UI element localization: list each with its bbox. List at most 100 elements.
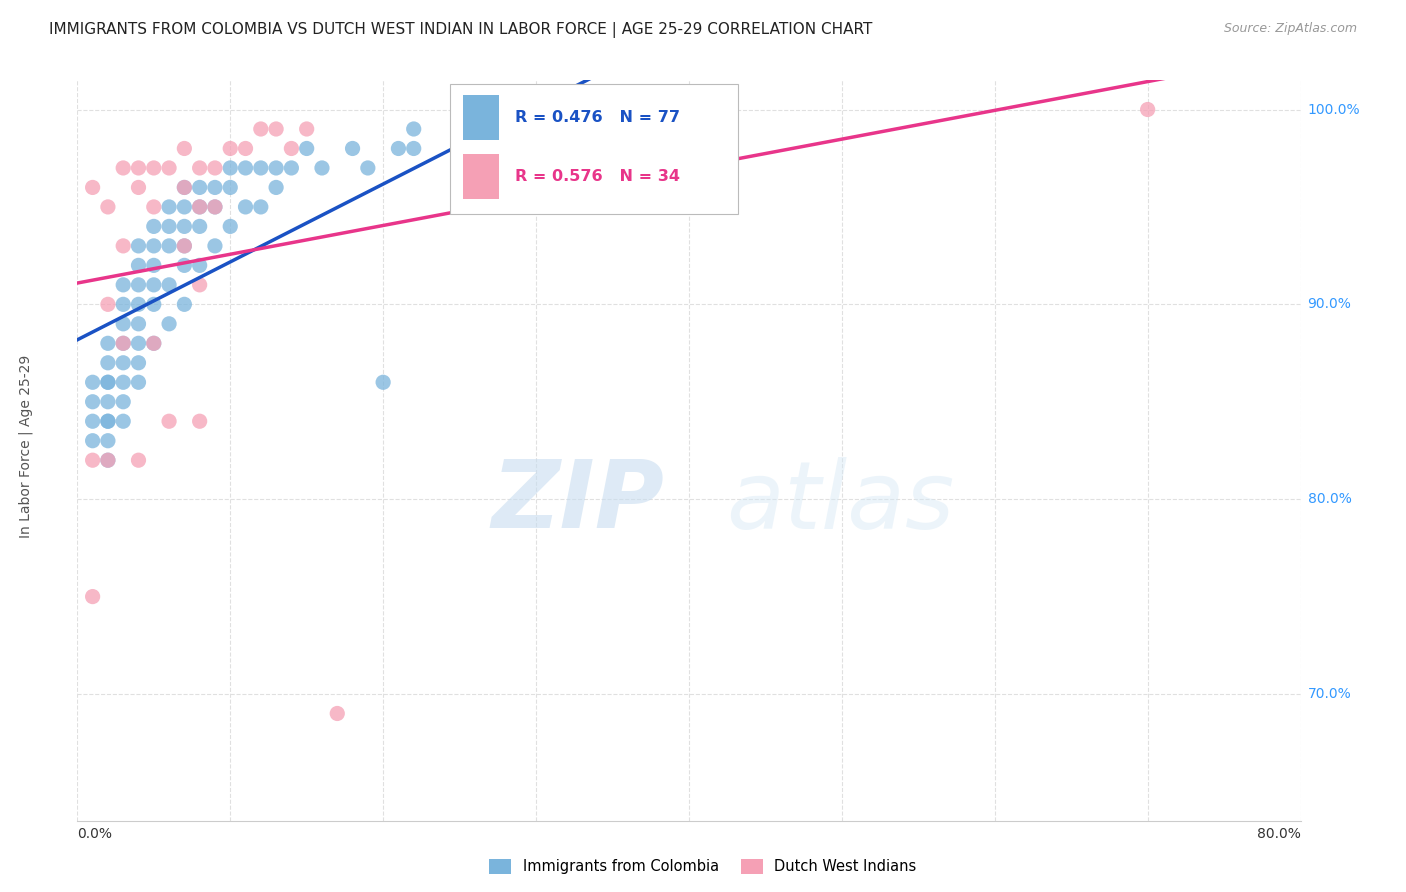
Text: 0.0%: 0.0% [77,827,112,841]
Point [127,376,149,390]
Point [250,161,273,175]
Point [112,161,135,175]
Point [127,258,149,272]
Point [82,590,104,604]
Point [112,277,135,292]
Point [188,277,211,292]
Point [157,161,180,175]
Point [112,376,135,390]
Text: ZIP: ZIP [492,457,665,549]
Point [250,122,273,136]
Point [357,161,380,175]
Point [219,161,242,175]
Point [127,297,149,311]
Point [571,122,593,136]
Point [204,200,226,214]
Point [142,336,165,351]
Point [142,258,165,272]
Point [387,141,409,155]
Point [235,141,257,155]
Point [127,239,149,253]
Point [97,414,120,428]
Text: R = 0.576   N = 34: R = 0.576 N = 34 [515,169,681,184]
Point [112,336,135,351]
Point [157,277,180,292]
Point [97,376,120,390]
Point [219,141,242,155]
Point [264,161,287,175]
Text: atlas: atlas [725,457,953,548]
Point [311,161,333,175]
Text: IMMIGRANTS FROM COLOMBIA VS DUTCH WEST INDIAN IN LABOR FORCE | AGE 25-29 CORRELA: IMMIGRANTS FROM COLOMBIA VS DUTCH WEST I… [49,22,873,38]
Point [112,239,135,253]
Point [173,180,195,194]
Point [97,200,120,214]
Point [97,453,120,467]
Point [188,258,211,272]
Point [157,317,180,331]
Point [678,161,700,175]
Point [204,180,226,194]
Text: Source: ZipAtlas.com: Source: ZipAtlas.com [1223,22,1357,36]
Point [1136,103,1159,117]
Text: 80.0%: 80.0% [1308,492,1351,506]
Point [142,219,165,234]
Point [97,356,120,370]
Point [127,277,149,292]
Point [173,180,195,194]
Point [173,141,195,155]
Point [173,258,195,272]
Point [173,239,195,253]
Point [326,706,349,721]
Point [127,453,149,467]
Point [402,141,425,155]
Point [142,239,165,253]
Point [280,141,302,155]
Point [235,161,257,175]
Point [97,453,120,467]
Point [173,219,195,234]
Point [97,414,120,428]
Point [82,453,104,467]
Point [402,122,425,136]
Point [204,161,226,175]
Point [157,200,180,214]
Point [173,297,195,311]
FancyBboxPatch shape [450,84,738,213]
Point [188,180,211,194]
Point [127,180,149,194]
Point [142,161,165,175]
Point [142,277,165,292]
Point [97,394,120,409]
Text: R = 0.476   N = 77: R = 0.476 N = 77 [515,110,681,125]
Point [112,356,135,370]
Point [142,297,165,311]
Point [188,161,211,175]
Point [371,376,394,390]
Point [524,141,547,155]
Point [157,239,180,253]
Point [97,336,120,351]
Text: 90.0%: 90.0% [1308,297,1351,311]
Text: In Labor Force | Age 25-29: In Labor Force | Age 25-29 [18,354,32,538]
Point [127,356,149,370]
Point [188,200,211,214]
Point [82,414,104,428]
FancyBboxPatch shape [463,95,499,139]
Point [173,200,195,214]
Point [617,161,640,175]
Point [264,122,287,136]
Point [235,200,257,214]
Point [219,180,242,194]
Text: 80.0%: 80.0% [1257,827,1301,841]
Point [142,336,165,351]
Text: 100.0%: 100.0% [1308,103,1360,117]
Point [464,141,486,155]
Point [112,394,135,409]
Point [127,161,149,175]
Point [127,336,149,351]
Point [112,336,135,351]
Point [264,180,287,194]
Point [97,376,120,390]
Point [295,141,318,155]
